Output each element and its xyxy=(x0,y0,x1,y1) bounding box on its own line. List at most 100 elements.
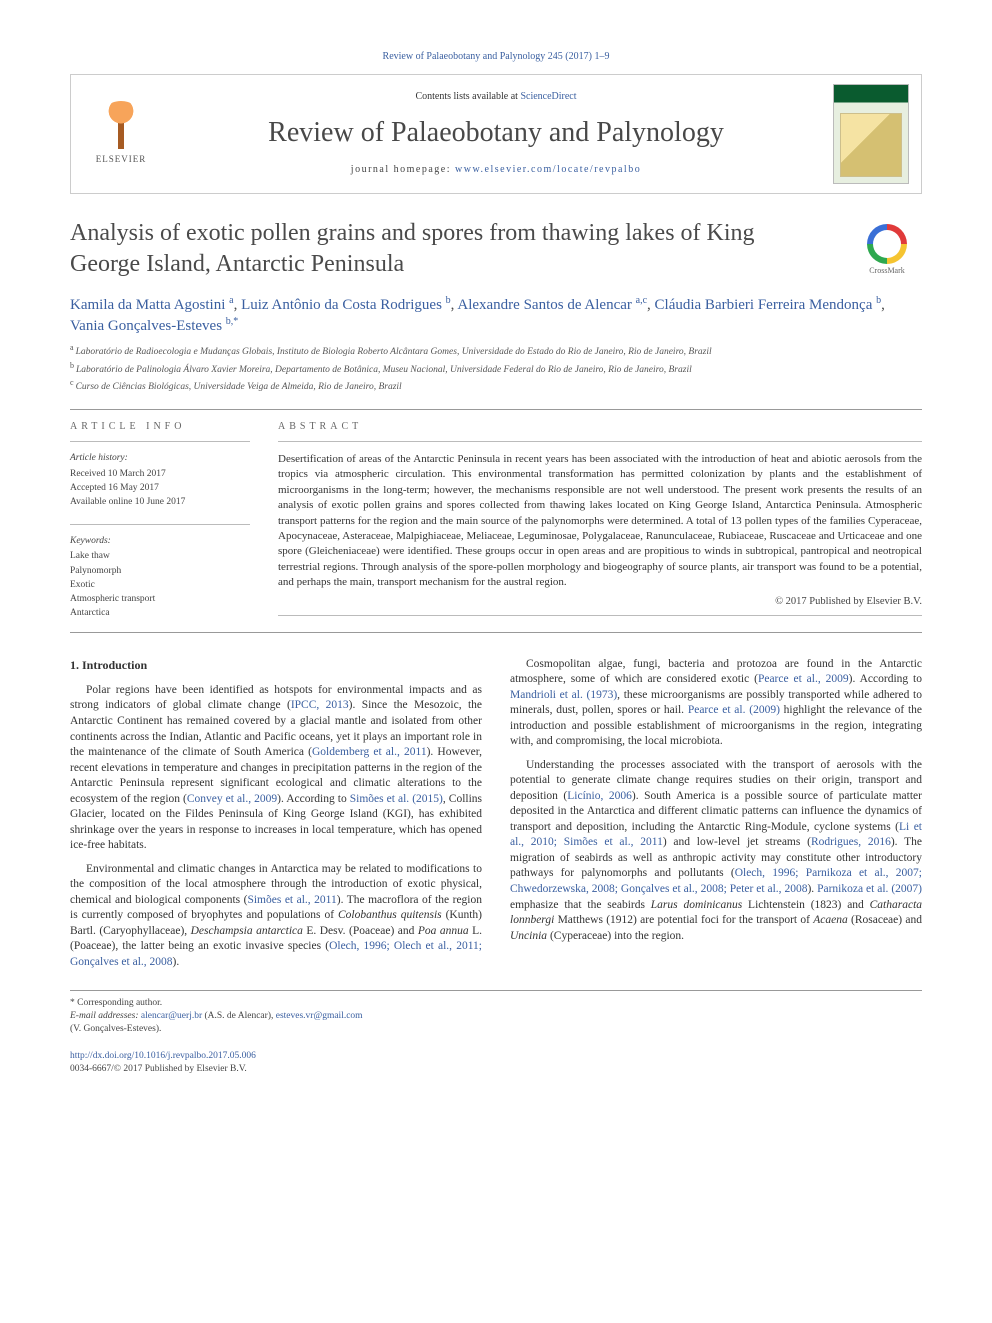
affiliation-b: Laboratório de Palinologia Álvaro Xavier… xyxy=(76,365,692,375)
body-text: Lichtenstein (1823) and xyxy=(742,899,869,911)
citation-link[interactable]: Pearce et al. (2009) xyxy=(688,704,780,716)
crossmark-icon xyxy=(867,224,907,264)
homepage-line: journal homepage: www.elsevier.com/locat… xyxy=(171,163,821,177)
contents-prefix: Contents lists available at xyxy=(415,91,520,102)
author-aff-sup: a,c xyxy=(636,295,647,306)
elsevier-brand-text: ELSEVIER xyxy=(96,153,147,165)
elsevier-logo-slot: ELSEVIER xyxy=(71,93,171,173)
author-link[interactable]: Vania Gonçalves-Esteves xyxy=(70,318,222,334)
citation-link[interactable]: Mandrioli et al. (1973) xyxy=(510,689,617,701)
keyword: Exotic xyxy=(70,578,250,592)
citation-link[interactable]: Pearce et al., 2009 xyxy=(758,673,849,685)
citation-link[interactable]: Convey et al., 2009 xyxy=(187,793,277,805)
homepage-label: journal homepage: xyxy=(351,164,455,175)
abstract-text: Desertification of areas of the Antarcti… xyxy=(278,452,922,591)
email-link[interactable]: esteves.vr@gmail.com xyxy=(276,1011,363,1021)
citation-link[interactable]: Simões et al. (2015) xyxy=(350,793,443,805)
affiliation-c: Curso de Ciências Biológicas, Universida… xyxy=(76,382,402,392)
body-text: ). According to xyxy=(277,793,350,805)
divider xyxy=(278,441,922,442)
issn-line: 0034-6667/© 2017 Published by Elsevier B… xyxy=(70,1063,922,1076)
homepage-link[interactable]: www.elsevier.com/locate/revpalbo xyxy=(455,164,641,175)
history-list: Received 10 March 2017 Accepted 16 May 2… xyxy=(70,467,250,510)
email-paren: (A.S. de Alencar), xyxy=(202,1011,276,1021)
body-paragraph: Environmental and climatic changes in An… xyxy=(70,862,482,971)
email-paren: (V. Gonçalves-Esteves). xyxy=(70,1023,922,1036)
history-online: Available online 10 June 2017 xyxy=(70,495,250,509)
keywords-label: Keywords: xyxy=(70,535,250,548)
history-label: Article history: xyxy=(70,452,250,465)
taxon-name: Uncinia xyxy=(510,930,547,942)
taxon-name: Acaena xyxy=(813,914,847,926)
body-paragraph: Polar regions have been identified as ho… xyxy=(70,683,482,854)
author-aff-sup: b xyxy=(876,295,881,306)
taxon-name: Larus dominicanus xyxy=(651,899,742,911)
body-paragraph: Understanding the processes associated w… xyxy=(510,758,922,944)
journal-ref-link[interactable]: Review of Palaeobotany and Palynology 24… xyxy=(383,51,610,62)
contents-line: Contents lists available at ScienceDirec… xyxy=(171,90,821,104)
corresponding-label: * Corresponding author. xyxy=(70,997,922,1010)
article-info-heading: article info xyxy=(70,420,250,434)
doi-link[interactable]: http://dx.doi.org/10.1016/j.revpalbo.201… xyxy=(70,1051,256,1061)
header-center: Contents lists available at ScienceDirec… xyxy=(171,82,821,185)
cover-thumbnail xyxy=(833,84,909,184)
body-text: ) and low-level jet streams ( xyxy=(663,836,811,848)
body-paragraph: Cosmopolitan algae, fungi, bacteria and … xyxy=(510,657,922,750)
divider xyxy=(278,615,922,616)
divider xyxy=(70,441,250,442)
citation-link[interactable]: Licínio, 2006 xyxy=(567,790,632,802)
history-received: Received 10 March 2017 xyxy=(70,467,250,481)
sciencedirect-link[interactable]: ScienceDirect xyxy=(520,91,576,102)
divider xyxy=(70,409,922,410)
body-text: (Cyperaceae) into the region. xyxy=(547,930,684,942)
crossmark-label: CrossMark xyxy=(869,266,905,277)
keyword: Atmospheric transport xyxy=(70,592,250,606)
email-label: E-mail addresses: xyxy=(70,1011,139,1021)
citation-link[interactable]: Simões et al., 2011 xyxy=(247,894,336,906)
divider xyxy=(70,632,922,633)
author-aff-sup: b,* xyxy=(226,316,239,327)
citation-link[interactable]: IPCC, 2013 xyxy=(291,699,349,711)
author-link[interactable]: Alexandre Santos de Alencar xyxy=(457,297,632,313)
body-text: Matthews (1912) are potential foci for t… xyxy=(554,914,813,926)
affiliations: aLaboratório de Radioecologia e Mudanças… xyxy=(70,342,922,394)
email-link[interactable]: alencar@uerj.br xyxy=(141,1011,202,1021)
doi-block: http://dx.doi.org/10.1016/j.revpalbo.201… xyxy=(70,1050,922,1076)
author-link[interactable]: Kamila da Matta Agostini xyxy=(70,297,225,313)
keywords-list: Lake thaw Palynomorph Exotic Atmospheric… xyxy=(70,549,250,620)
top-journal-ref[interactable]: Review of Palaeobotany and Palynology 24… xyxy=(70,50,922,64)
author-aff-sup: a xyxy=(229,295,233,306)
keyword: Antarctica xyxy=(70,606,250,620)
body-text: ). xyxy=(173,956,180,968)
crossmark-badge[interactable]: CrossMark xyxy=(852,224,922,277)
taxon-name: Colobanthus quitensis xyxy=(338,909,442,921)
taxon-name: Poa annua xyxy=(418,925,469,937)
body-text: ). According to xyxy=(849,673,922,685)
citation-link[interactable]: Goldemberg et al., 2011 xyxy=(312,746,427,758)
author-link[interactable]: Cláudia Barbieri Ferreira Mendonça xyxy=(655,297,873,313)
body-text: (Rosaceae) and xyxy=(848,914,922,926)
body-columns: 1. Introduction Polar regions have been … xyxy=(70,657,922,970)
abstract-block: abstract Desertification of areas of the… xyxy=(278,420,922,626)
body-text: ). xyxy=(807,883,817,895)
body-text: emphasize that the seabirds xyxy=(510,899,651,911)
history-accepted: Accepted 16 May 2017 xyxy=(70,481,250,495)
journal-header-box: ELSEVIER Contents lists available at Sci… xyxy=(70,74,922,194)
taxon-name: Deschampsia antarctica xyxy=(191,925,303,937)
author-link[interactable]: Luiz Antônio da Costa Rodrigues xyxy=(241,297,442,313)
corresponding-author-block: * Corresponding author. E-mail addresses… xyxy=(70,990,922,1035)
abstract-copyright: © 2017 Published by Elsevier B.V. xyxy=(278,595,922,609)
divider xyxy=(70,524,250,525)
section-heading: 1. Introduction xyxy=(70,657,482,673)
citation-link[interactable]: Parnikoza et al. (2007) xyxy=(817,883,922,895)
elsevier-tree-icon xyxy=(97,101,145,149)
body-text: E. Desv. (Poaceae) and xyxy=(303,925,418,937)
affiliation-a: Laboratório de Radioecologia e Mudanças … xyxy=(76,348,712,358)
article-info-block: article info Article history: Received 1… xyxy=(70,420,250,626)
keyword: Lake thaw xyxy=(70,549,250,563)
author-list: Kamila da Matta Agostini a, Luiz Antônio… xyxy=(70,294,922,337)
article-title: Analysis of exotic pollen grains and spo… xyxy=(70,218,820,280)
journal-name: Review of Palaeobotany and Palynology xyxy=(171,114,821,152)
citation-link[interactable]: Rodrigues, 2016 xyxy=(811,836,891,848)
author-aff-sup: b xyxy=(446,295,451,306)
